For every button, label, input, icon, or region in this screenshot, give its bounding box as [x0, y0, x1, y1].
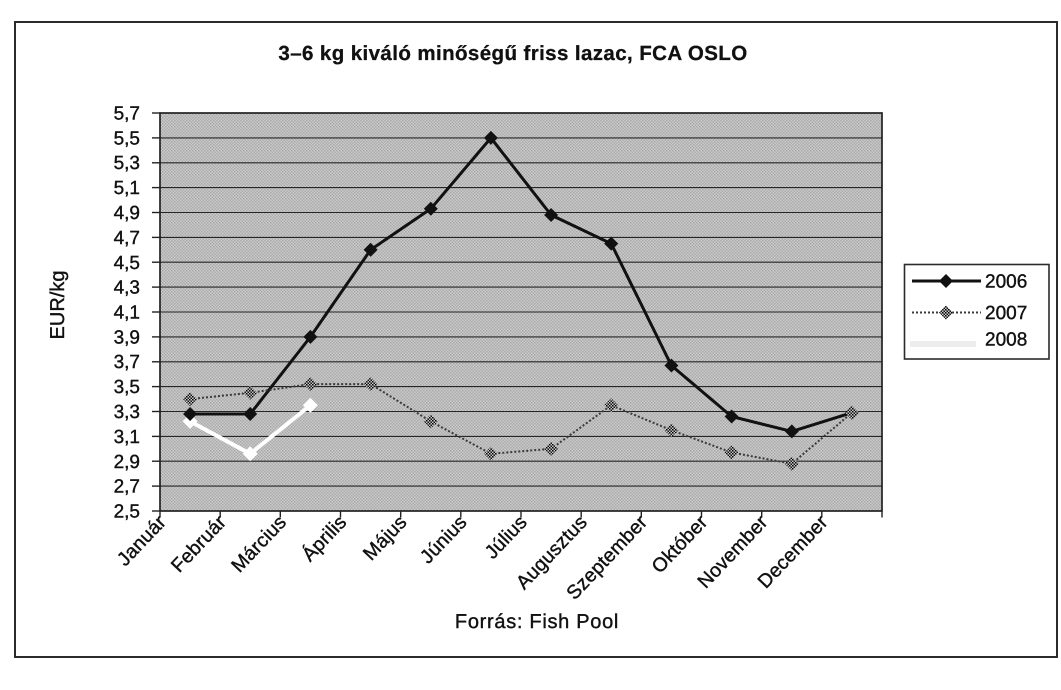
svg-text:3,3: 3,3 [114, 402, 140, 423]
svg-text:2,5: 2,5 [114, 502, 140, 523]
svg-text:2008: 2008 [985, 330, 1027, 351]
svg-text:3,7: 3,7 [114, 352, 140, 373]
svg-text:2007: 2007 [985, 303, 1027, 324]
svg-text:4,9: 4,9 [114, 203, 140, 224]
svg-text:4,1: 4,1 [114, 303, 140, 324]
svg-text:3,1: 3,1 [114, 427, 140, 448]
svg-text:EUR/kg: EUR/kg [47, 271, 69, 340]
svg-text:2006: 2006 [985, 272, 1027, 293]
svg-text:5,5: 5,5 [114, 128, 140, 149]
svg-text:3,5: 3,5 [114, 377, 140, 398]
svg-text:5,3: 5,3 [114, 153, 140, 174]
svg-text:Forrás: Fish Pool: Forrás: Fish Pool [455, 611, 619, 633]
svg-text:4,7: 4,7 [114, 228, 140, 249]
svg-text:4,5: 4,5 [114, 253, 140, 274]
svg-text:5,7: 5,7 [114, 104, 140, 125]
svg-text:3–6 kg kiváló minőségű friss l: 3–6 kg kiváló minőségű friss lazac, FCA … [278, 42, 747, 65]
svg-text:4,3: 4,3 [114, 278, 140, 299]
svg-text:2,7: 2,7 [114, 477, 140, 498]
svg-text:3,9: 3,9 [114, 327, 140, 348]
svg-text:5,1: 5,1 [114, 178, 140, 199]
svg-text:2,9: 2,9 [114, 452, 140, 473]
